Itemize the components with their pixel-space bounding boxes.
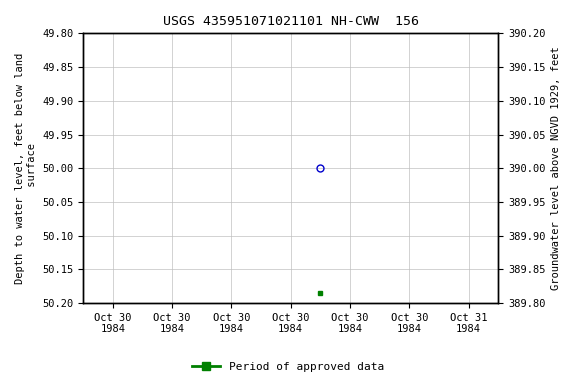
Y-axis label: Depth to water level, feet below land
 surface: Depth to water level, feet below land su… [15,53,37,284]
Y-axis label: Groundwater level above NGVD 1929, feet: Groundwater level above NGVD 1929, feet [551,46,561,290]
Legend: Period of approved data: Period of approved data [188,358,388,377]
Title: USGS 435951071021101 NH-CWW  156: USGS 435951071021101 NH-CWW 156 [162,15,419,28]
